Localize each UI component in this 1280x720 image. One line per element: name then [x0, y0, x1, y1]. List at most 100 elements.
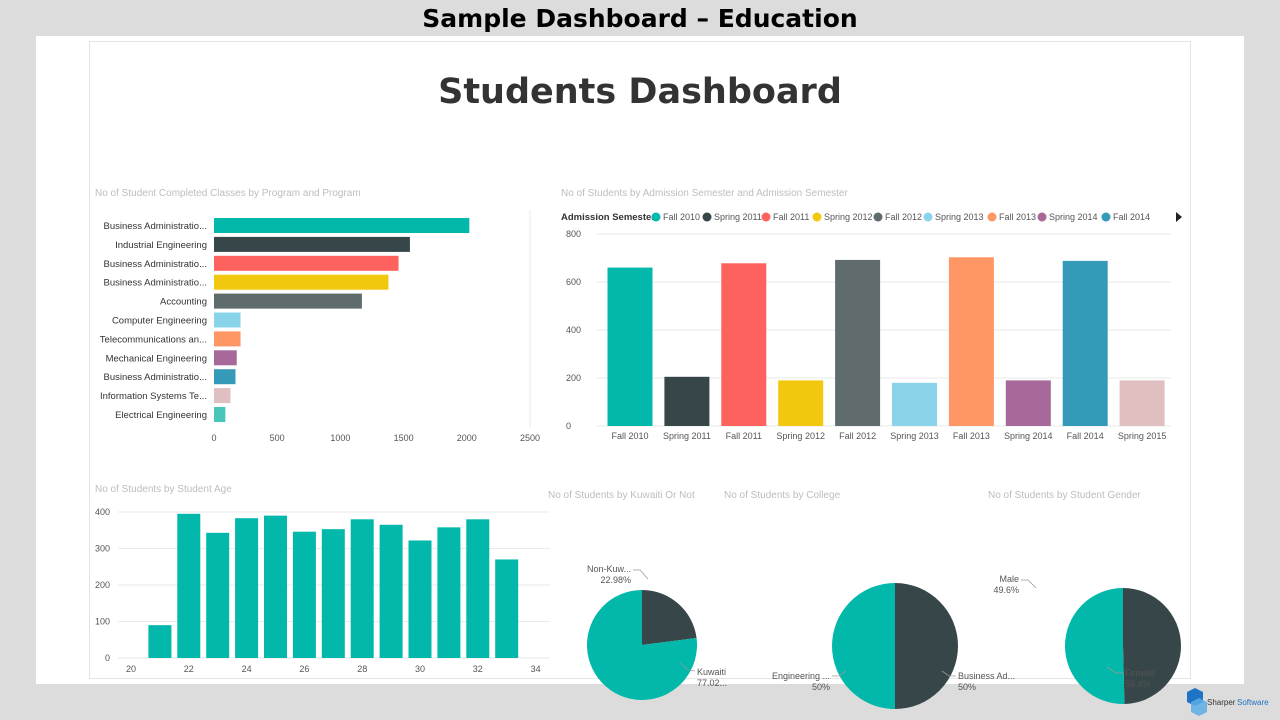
column[interactable] [607, 267, 653, 426]
column[interactable] [292, 531, 316, 658]
y-tick-label: 400 [566, 325, 581, 335]
column[interactable] [1005, 380, 1051, 426]
column[interactable] [148, 625, 172, 658]
admission-semester-column-chart[interactable]: No of Students by Admission Semester and… [556, 182, 1190, 452]
bar[interactable] [214, 293, 362, 309]
column[interactable] [321, 529, 345, 658]
slice-percent-label: 50% [958, 682, 976, 692]
y-tick-label: 400 [95, 507, 110, 517]
legend-title: Admission Semester [561, 212, 655, 223]
category-label: Information Systems Te... [100, 391, 207, 402]
chart-title: No of Student Completed Classes by Progr… [95, 188, 361, 199]
leader-line [832, 670, 847, 677]
bar[interactable] [214, 274, 389, 290]
slice-percent-label: 49.6% [993, 585, 1019, 595]
leader-line [633, 569, 649, 580]
college-pie-chart[interactable]: No of Students by College Engineering ...… [724, 482, 1015, 709]
leader-line [1106, 666, 1123, 674]
logo-hexagon-lower-icon [1191, 698, 1207, 716]
program-bar-chart[interactable]: No of Student Completed Classes by Progr… [90, 182, 550, 452]
bar[interactable] [214, 369, 236, 385]
column[interactable] [778, 380, 824, 426]
column[interactable] [495, 559, 519, 658]
column[interactable] [264, 515, 287, 658]
logo-text-software: Software [1237, 698, 1269, 707]
column[interactable] [408, 540, 432, 658]
y-tick-label: 0 [105, 653, 110, 663]
dashboard-title: Students Dashboard [438, 72, 842, 112]
category-label: Computer Engineering [112, 316, 207, 327]
category-label: Mechanical Engineering [106, 353, 207, 364]
chart-title: No of Students by Admission Semester and… [561, 188, 848, 199]
legend-label: Spring 2011 [714, 212, 762, 222]
legend-swatch-icon [1037, 212, 1047, 222]
y-tick-label: 800 [566, 229, 581, 239]
sharper-software-logo: Sharper Software [1187, 688, 1269, 716]
legend-swatch-icon [702, 212, 712, 222]
column[interactable] [235, 518, 259, 658]
legend-label: Spring 2014 [1049, 212, 1098, 222]
pie-slice[interactable] [895, 583, 958, 709]
chart-title: No of Students by College [724, 490, 841, 501]
legend-next-arrow-icon[interactable] [1176, 212, 1182, 222]
x-category-label: Spring 2014 [1004, 431, 1053, 441]
legend-swatch-icon [987, 212, 997, 222]
column[interactable] [350, 519, 374, 658]
pie-slice[interactable] [832, 583, 895, 709]
column[interactable] [835, 259, 881, 426]
legend-swatch-icon [1101, 212, 1111, 222]
column[interactable] [721, 263, 767, 426]
column[interactable] [892, 382, 937, 426]
x-tick-label: 24 [242, 664, 252, 674]
category-label: Industrial Engineering [115, 240, 207, 251]
column[interactable] [948, 257, 994, 426]
slide: Students Dashboard No of Student Complet… [36, 36, 1244, 709]
chart-title: No of Students by Student Gender [988, 490, 1142, 501]
y-tick-label: 100 [95, 617, 110, 627]
legend-label: Fall 2010 [663, 212, 700, 222]
legend-label: Fall 2014 [1113, 212, 1150, 222]
bar[interactable] [214, 218, 470, 233]
column[interactable] [466, 519, 490, 658]
column[interactable] [177, 513, 201, 658]
x-tick-label: 2000 [457, 433, 477, 443]
legend-swatch-icon [873, 212, 883, 222]
x-category-label: Fall 2011 [726, 431, 762, 441]
bar[interactable] [214, 350, 237, 366]
bar[interactable] [214, 255, 399, 271]
legend-label: Fall 2012 [885, 212, 922, 222]
x-tick-label: 1500 [394, 433, 414, 443]
bar[interactable] [214, 312, 241, 328]
legend-swatch-icon [923, 212, 933, 222]
gender-pie-chart[interactable]: No of Students by Student Gender Male49.6… [985, 482, 1190, 704]
bar[interactable] [214, 236, 410, 252]
pie-slice[interactable] [1123, 588, 1182, 704]
slice-percent-label: 50% [812, 682, 830, 692]
student-age-column-chart[interactable]: No of Students by Student Age 0 100 200 300 4… [90, 478, 556, 678]
bar[interactable] [214, 331, 241, 347]
pie-slice[interactable] [1065, 588, 1125, 704]
slice-percent-label: 22.98% [600, 575, 631, 585]
x-category-label: Spring 2015 [1118, 431, 1167, 441]
x-tick-label: 30 [415, 664, 425, 674]
bar[interactable] [214, 388, 231, 404]
column[interactable] [379, 524, 403, 658]
column[interactable] [206, 532, 230, 658]
bar[interactable] [214, 407, 226, 422]
y-tick-label: 300 [95, 544, 110, 554]
legend-label: Fall 2011 [773, 212, 809, 222]
column[interactable] [1119, 380, 1165, 426]
logo-text-sharper: Sharper [1207, 698, 1236, 707]
x-category-label: Spring 2013 [890, 431, 939, 441]
category-label: Electrical Engineering [115, 410, 207, 421]
column[interactable] [1062, 260, 1108, 426]
pie-slice[interactable] [587, 590, 697, 700]
legend-label: Spring 2013 [935, 212, 984, 222]
kuwaiti-pie-chart[interactable]: No of Students by Kuwaiti Or Not Non-Kuw.… [548, 482, 736, 700]
slice-label: Female [1125, 668, 1155, 678]
chart-title: No of Students by Student Age [95, 484, 232, 495]
x-tick-label: 2500 [520, 433, 540, 443]
pie-slice[interactable] [642, 590, 697, 645]
column[interactable] [437, 527, 461, 658]
column[interactable] [664, 376, 710, 426]
